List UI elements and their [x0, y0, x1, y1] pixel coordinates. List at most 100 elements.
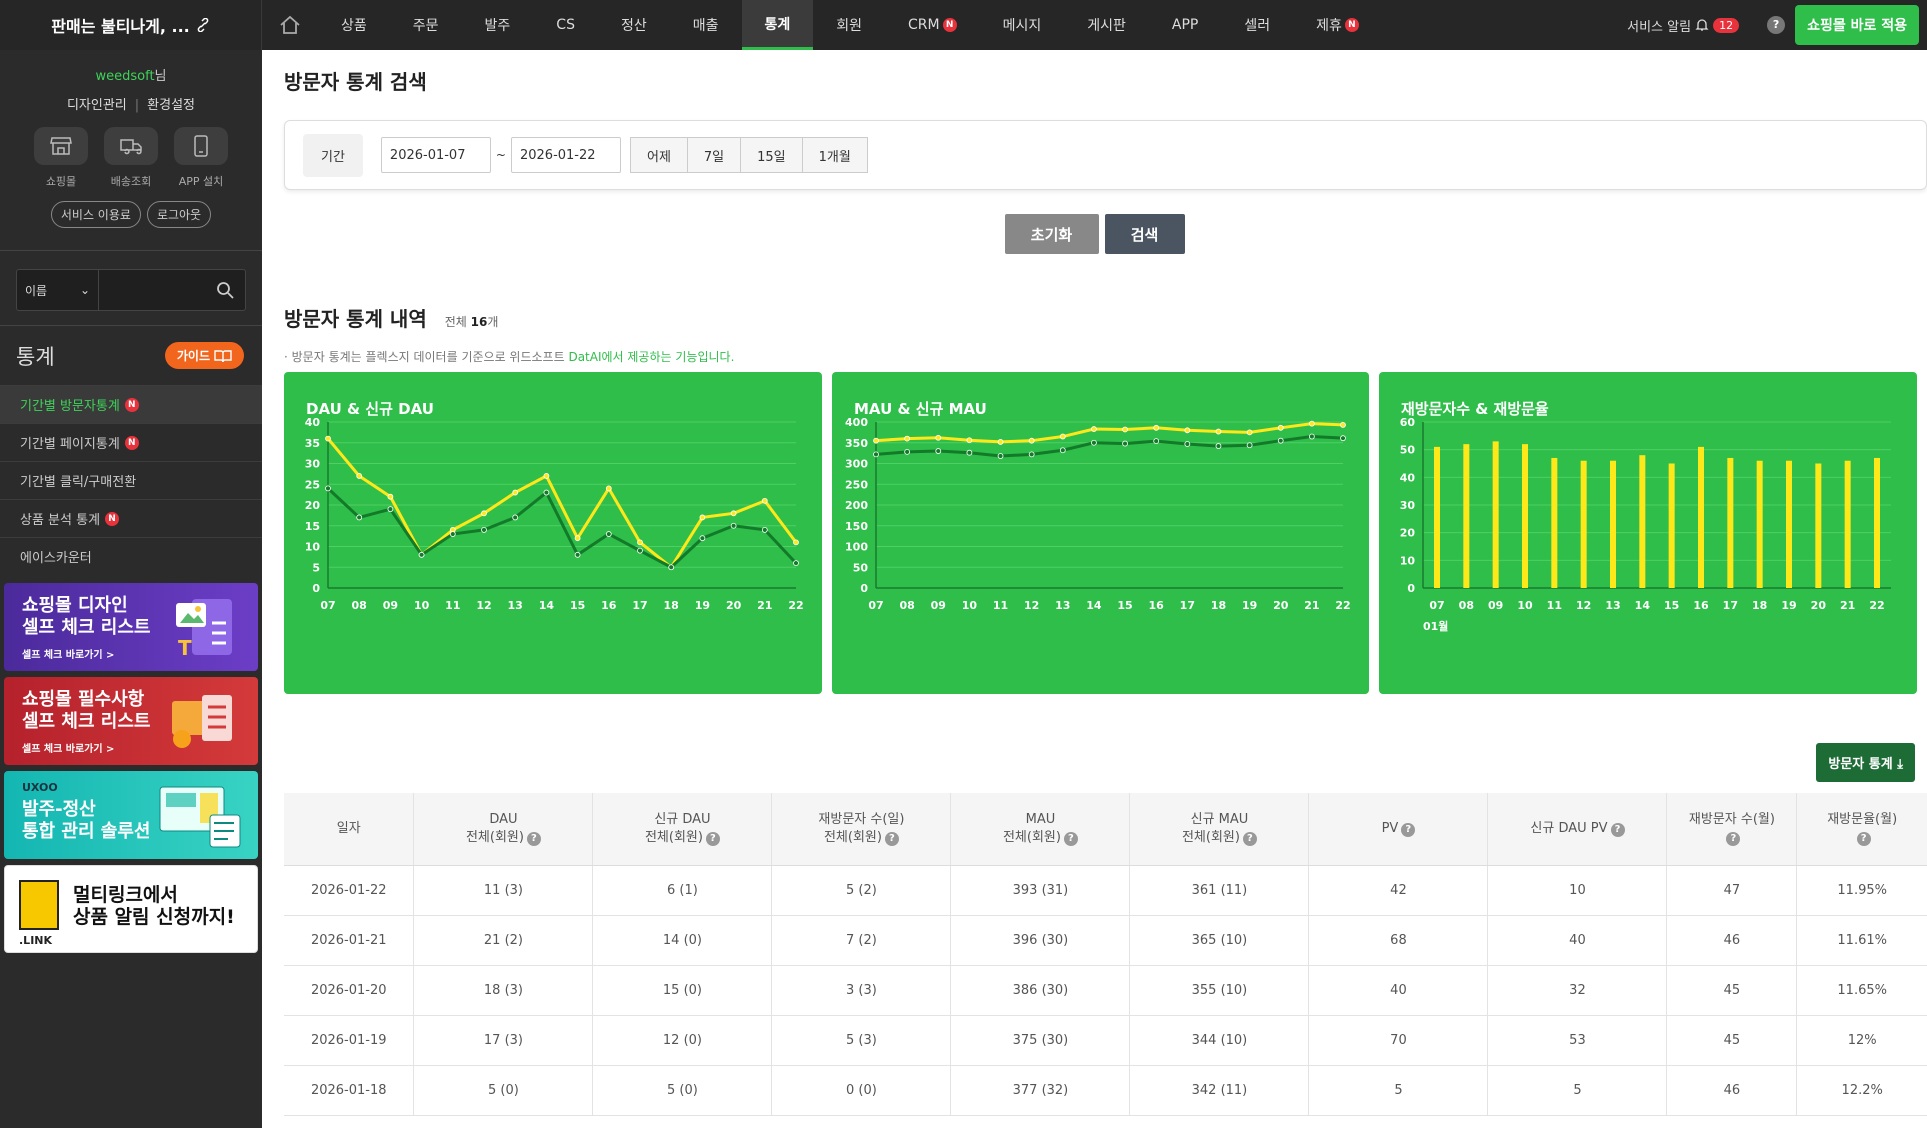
help-icon[interactable]: ? — [1767, 16, 1786, 34]
banner-multilink[interactable]: .LINK 멀티링크에서 상품 알림 신청까지! — [4, 865, 258, 953]
search-button[interactable]: 검색 — [1104, 214, 1185, 254]
search-icon[interactable] — [205, 270, 245, 310]
x-tick-label: 13 — [508, 599, 523, 612]
table-row: 2026-01-20 18 (3) 15 (0) 3 (3) 386 (30) 355 (… — [284, 965, 1927, 1016]
search-input[interactable] — [99, 270, 205, 310]
1month-button[interactable]: 1개월 — [801, 137, 868, 173]
help-icon[interactable]: ? — [1063, 831, 1078, 846]
download-stats-button[interactable]: 방문자 통계 ⤓ — [1816, 743, 1915, 782]
bell-icon — [1695, 19, 1709, 31]
help-icon[interactable]: ? — [1856, 831, 1871, 846]
brand[interactable]: 판매는 불티나게, ... — [0, 0, 262, 50]
search-select[interactable]: 이름 ⌄ — [17, 270, 99, 310]
nav-item[interactable]: APP — [1171, 17, 1199, 33]
15day-button[interactable]: 15일 — [740, 137, 803, 173]
data-point — [904, 435, 911, 442]
date-to-input[interactable]: 2026-01-22 — [510, 137, 621, 173]
nav-item[interactable]: CRM N — [885, 0, 980, 50]
nav-item[interactable]: 회원 — [836, 18, 863, 34]
x-tick-label: 16 — [601, 599, 617, 612]
book-icon — [214, 349, 232, 362]
bar — [1786, 460, 1792, 588]
sidebar-menu-item[interactable]: 기간별 방문자통계 N — [0, 385, 262, 423]
yesterday-button[interactable]: 어제 — [629, 137, 688, 173]
logout-button[interactable]: 로그아웃 — [146, 201, 212, 228]
help-icon[interactable]: ? — [526, 831, 541, 846]
help-icon[interactable]: ? — [1242, 831, 1257, 846]
data-point — [512, 489, 519, 496]
x-tick-label: 09 — [931, 599, 946, 612]
y-tick-label: 60 — [1400, 416, 1416, 429]
column-header: PV? — [1308, 793, 1489, 866]
nav-item[interactable]: 매출 — [692, 18, 719, 34]
service-alert[interactable]: 서비스 알림 12 — [1627, 16, 1740, 35]
data-point — [966, 437, 973, 444]
nav-item[interactable]: 메시지 — [1002, 18, 1042, 34]
table-cell: 11.65% — [1796, 965, 1927, 1016]
nav-item[interactable]: CS — [556, 17, 575, 33]
reset-button[interactable]: 초기화 — [1004, 214, 1099, 254]
column-header: DAU 전체(회원)? — [413, 793, 594, 866]
data-point — [761, 526, 768, 533]
data-point — [605, 485, 612, 492]
y-tick-label: 35 — [305, 437, 320, 450]
data-point — [1340, 422, 1346, 428]
y-tick-label: 30 — [1400, 499, 1416, 512]
nav-item[interactable]: 정산 — [620, 18, 647, 34]
sidebar-menu-item[interactable]: 에이스카운터 — [0, 537, 262, 575]
help-icon[interactable]: ? — [1726, 831, 1741, 846]
x-tick-label: 07 — [1429, 599, 1444, 612]
service-fee-button[interactable]: 서비스 이용료 — [50, 201, 141, 228]
sidebar-menu-item[interactable]: 기간별 클릭/구매전환 — [0, 461, 262, 499]
new-badge: N — [105, 511, 120, 526]
bar — [1874, 457, 1880, 588]
new-badge: N — [942, 18, 957, 32]
table-cell: 5 (0) — [592, 1065, 773, 1116]
help-icon[interactable]: ? — [705, 831, 720, 846]
total-count: 전체 16개 — [444, 315, 499, 329]
banner-design-checklist[interactable]: 쇼핑몰 디자인 셀프 체크 리스트 셀프 체크 바로가기 > T — [4, 583, 258, 671]
x-tick-label: 15 — [1664, 599, 1679, 612]
quick-delivery[interactable]: 배송조회 — [104, 127, 158, 189]
chart-title: 재방문자수 & 재방문율 — [1401, 400, 1549, 418]
guide-button[interactable]: 가이드 — [164, 342, 244, 369]
table-cell: 10 — [1487, 865, 1668, 916]
table-cell: 342 (11) — [1129, 1065, 1310, 1116]
banner-order-settlement[interactable]: 발주-정산 통합 관리 솔루션 UXOO — [4, 771, 258, 859]
help-icon[interactable]: ? — [884, 831, 899, 846]
bar — [1668, 463, 1675, 588]
date-from-input[interactable]: 2026-01-07 — [380, 137, 491, 173]
new-badge: N — [124, 435, 139, 450]
chevron-down-icon: ⌄ — [79, 283, 90, 297]
alert-label: 서비스 알림 — [1627, 19, 1692, 35]
sidebar-menu-item[interactable]: 상품 분석 통계 N — [0, 499, 262, 537]
x-tick-label: 18 — [1211, 599, 1226, 612]
banner-required-checklist[interactable]: 쇼핑몰 필수사항 셀프 체크 리스트 셀프 체크 바로가기 > — [4, 677, 258, 765]
series-line — [875, 422, 1344, 444]
data-point — [637, 547, 643, 554]
table-cell: 42 — [1308, 865, 1489, 916]
design-manage-link[interactable]: 디자인관리 — [66, 98, 127, 113]
settings-link[interactable]: 환경설정 — [147, 98, 196, 113]
x-tick-label: 20 — [1273, 599, 1289, 612]
help-icon[interactable]: ? — [1401, 822, 1416, 837]
help-icon[interactable]: ? — [1610, 822, 1625, 837]
nav-item[interactable]: 제휴 N — [1293, 0, 1382, 50]
list-title: 방문자 통계 내역 — [284, 307, 427, 331]
quick-shop[interactable]: 쇼핑몰 — [34, 127, 88, 189]
table-cell: 46 — [1666, 1065, 1798, 1116]
nav-item[interactable]: 발주 — [484, 18, 511, 34]
sidebar-menu-item[interactable]: 기간별 페이지통계 N — [0, 423, 262, 461]
nav-item[interactable]: 통계 — [741, 0, 814, 50]
x-tick-label: 08 — [899, 599, 914, 612]
7day-button[interactable]: 7일 — [686, 137, 742, 173]
x-tick-label: 22 — [788, 599, 803, 612]
nav-item[interactable]: 게시판 — [1087, 18, 1126, 34]
quick-app[interactable]: APP 설치 — [174, 127, 228, 189]
nav-item[interactable]: 셀러 — [1244, 18, 1271, 34]
nav-item[interactable]: 상품 — [341, 18, 367, 34]
table-cell: 40 — [1487, 915, 1668, 966]
home-icon[interactable] — [262, 0, 318, 50]
apply-shop-button[interactable]: 쇼핑몰 바로 적용 — [1795, 5, 1919, 45]
nav-item[interactable]: 주문 — [412, 18, 439, 34]
